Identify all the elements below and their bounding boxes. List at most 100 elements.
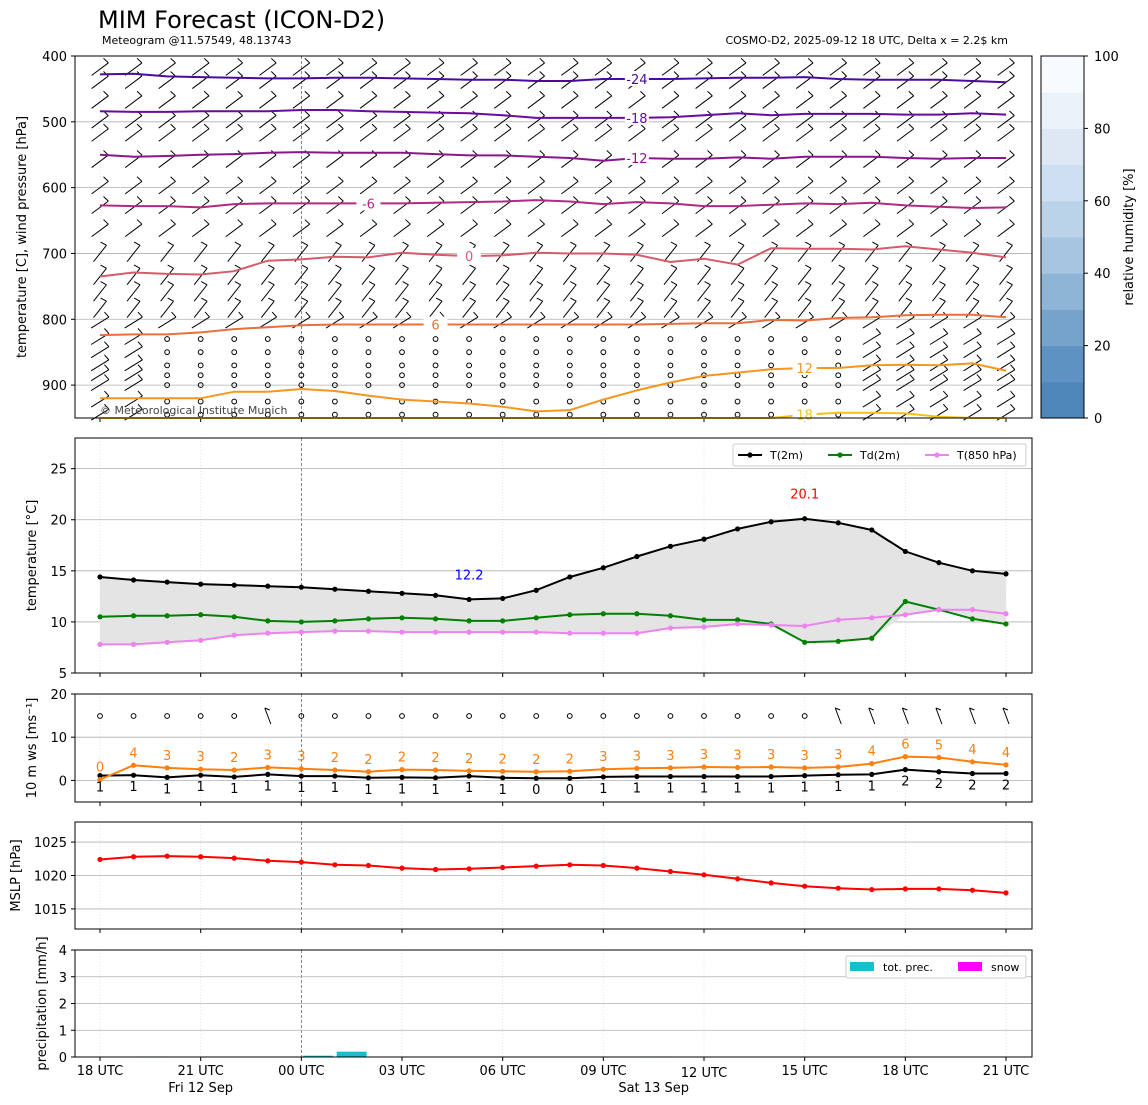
series-t2m-point xyxy=(164,579,170,585)
wind-barb xyxy=(963,123,982,142)
humidity-colorbar: 0 20 40 60 80 100 relative humidity [%] xyxy=(1040,50,1137,427)
legend-box xyxy=(845,955,1027,979)
legend-marker xyxy=(747,452,753,458)
series-ws-base-point xyxy=(936,769,942,775)
series-ws-point xyxy=(533,769,539,775)
series-td2m-point xyxy=(802,639,808,645)
wind-barb xyxy=(728,219,747,238)
wind-barb-calm xyxy=(298,362,305,369)
ws-lower-label: 2 xyxy=(935,777,943,792)
ws-upper-label: 3 xyxy=(599,750,607,765)
series-t850-point xyxy=(768,622,774,628)
wind-barb xyxy=(562,281,577,302)
ws-lower-label: 1 xyxy=(331,781,339,796)
wind-barb xyxy=(495,281,510,302)
series-mslp-point xyxy=(634,865,640,871)
wind-barb xyxy=(997,196,1015,215)
temperature-spread-fill xyxy=(100,518,1006,645)
x-tick-label: 21 UTC xyxy=(983,1064,1029,1079)
wind-barb-calm xyxy=(432,349,439,356)
series-mslp-point xyxy=(466,866,472,872)
ws-lower-label: 1 xyxy=(700,782,708,797)
wind-barb-calm xyxy=(331,713,338,719)
series-ws-point xyxy=(667,765,674,771)
series-ws-point xyxy=(634,765,640,771)
panel-precipitation: 0 1 2 3 4 precipitation [mm/h] tot. prec. snow 1… xyxy=(35,936,1033,1096)
wind-barb-calm xyxy=(264,349,271,356)
wind-barb xyxy=(863,219,881,238)
ws-lower-label: 1 xyxy=(801,781,809,796)
x-tick-label: 12 UTC xyxy=(681,1066,727,1081)
wind-barb xyxy=(529,281,544,302)
wind-barb-calm xyxy=(533,398,540,405)
wind-barb xyxy=(730,264,745,285)
series-t850-point xyxy=(600,630,606,636)
series-ws-base-point xyxy=(802,773,808,779)
wind-barb xyxy=(963,390,982,408)
wind-barb xyxy=(292,90,311,109)
series-mslp-point xyxy=(332,862,338,868)
series-t2m-point xyxy=(500,595,506,602)
wind-barb xyxy=(997,123,1015,142)
wind-barb xyxy=(527,219,545,238)
legend-label: snow xyxy=(991,961,1019,974)
wind-barb xyxy=(661,90,680,109)
wind-barb xyxy=(124,374,143,392)
wind-barb xyxy=(225,123,243,142)
series-td2m-point xyxy=(265,618,271,624)
colorbar-tick-label: 80 xyxy=(1094,122,1111,137)
series-ws-base-point xyxy=(298,773,304,779)
wind-barb xyxy=(428,241,443,262)
wind-barb xyxy=(393,90,411,109)
figure-subtitle-model: COSMO-D2, 2025-09-12 18 UTC, Delta x = 2… xyxy=(725,34,1008,47)
wind-barb xyxy=(896,219,915,238)
wind-barb-calm xyxy=(600,336,607,342)
wind-barb xyxy=(596,297,611,318)
ws-lower-label: 1 xyxy=(230,782,238,797)
wind-barb xyxy=(359,219,378,238)
series-td2m-point xyxy=(634,611,640,617)
wind-barb-calm xyxy=(399,362,405,369)
wind-barb xyxy=(124,354,143,372)
wind-barb xyxy=(661,123,680,142)
wind-barb xyxy=(326,57,344,76)
wind-barb-calm xyxy=(399,349,405,356)
wind-barb xyxy=(225,90,243,109)
wind-barb xyxy=(227,241,242,262)
series-ws-base-point xyxy=(97,773,103,779)
isotherm-label: 12 xyxy=(796,362,813,377)
wind-barb-calm xyxy=(499,398,506,405)
series-mslp-point xyxy=(936,886,942,892)
wind-barb-calm xyxy=(835,336,842,342)
wind-barb xyxy=(901,707,909,725)
wind-barb-calm xyxy=(164,336,171,342)
wind-barb xyxy=(968,707,976,725)
ws-lower-label: 2 xyxy=(901,775,909,790)
wind-barb xyxy=(91,196,109,215)
series-ws-point xyxy=(734,764,741,771)
isotherm-label: -24 xyxy=(626,73,647,88)
ws-upper-label: 5 xyxy=(935,739,943,754)
ws-lower-label: 1 xyxy=(633,782,641,797)
wind-barb xyxy=(797,297,812,318)
isotherm-line xyxy=(99,245,1007,278)
isotherm-label-bg xyxy=(624,109,649,125)
isotherm-line xyxy=(99,199,1007,210)
wind-barb xyxy=(90,354,110,372)
series-t2m-point xyxy=(902,548,908,555)
wind-barb xyxy=(929,328,949,345)
wind-barb xyxy=(930,150,948,168)
wind-barb xyxy=(762,90,780,109)
wind-barb xyxy=(628,90,646,109)
wind-barb xyxy=(932,264,946,285)
wind-barb xyxy=(426,176,445,195)
wind-barb-calm xyxy=(533,362,540,369)
wind-barb xyxy=(594,90,613,109)
x-tick-label: 03 UTC xyxy=(379,1064,425,1079)
wind-barb xyxy=(225,219,243,238)
wind-barb xyxy=(361,241,376,262)
wind-barb xyxy=(628,176,646,195)
wind-barb-calm xyxy=(466,372,473,379)
wind-barb xyxy=(695,196,713,215)
series-t850-point xyxy=(231,632,237,638)
